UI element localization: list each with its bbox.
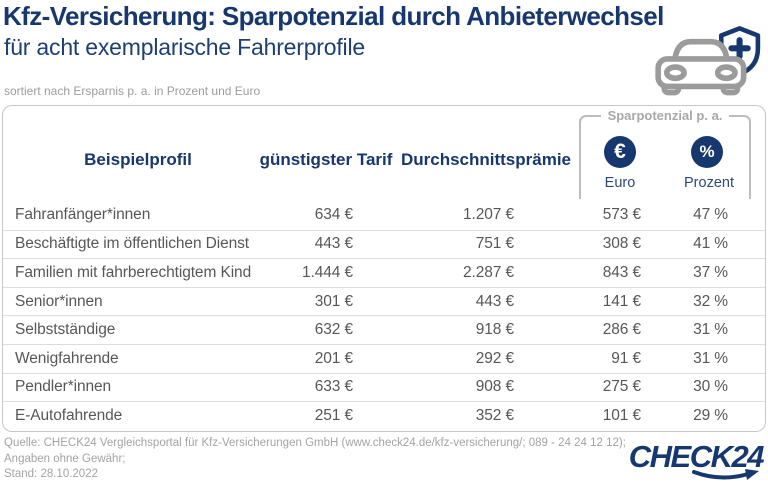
percent-saving-cell: 37 % xyxy=(693,263,728,281)
bracket-left-decoration xyxy=(579,115,601,199)
praemie-cell: 908 € xyxy=(475,378,514,396)
page-title: Kfz-Versicherung: Sparpotenzial durch An… xyxy=(3,1,664,31)
column-header-tarif: günstigster Tarif xyxy=(259,150,393,169)
column-header-prozent: Prozent xyxy=(684,175,734,191)
spar-group-label: Sparpotenzial p. a. xyxy=(607,108,723,123)
table-row: Selbstständige 632 € 918 € 286 € 31 % xyxy=(3,315,765,344)
column-header-euro: Euro xyxy=(604,175,636,191)
praemie-cell: 751 € xyxy=(475,235,514,253)
table-row: Senior*innen 301 € 443 € 141 € 32 % xyxy=(3,286,765,316)
table-row: Beschäftigte im öffentlichen Dienst 443 … xyxy=(3,229,765,259)
table-row: Fahranfänger*innen 634 € 1.207 € 573 € 4… xyxy=(3,201,765,230)
praemie-cell: 918 € xyxy=(475,321,514,339)
euro-icon: € xyxy=(604,136,636,168)
profile-cell: Senior*innen xyxy=(15,292,103,310)
column-header-profile: Beispielprofil xyxy=(84,150,192,169)
profile-cell: Beschäftigte im öffentlichen Dienst xyxy=(15,235,250,253)
profile-cell: Selbstständige xyxy=(15,321,116,339)
savings-table: Beispielprofil günstigster Tarif Durchsc… xyxy=(2,105,766,432)
percent-saving-cell: 32 % xyxy=(693,292,728,310)
profile-cell: Fahranfänger*innen xyxy=(15,206,151,224)
source-line-1: Quelle: CHECK24 Vergleichsportal für Kfz… xyxy=(4,437,626,465)
percent-saving-cell: 30 % xyxy=(693,378,728,396)
percent-icon: % xyxy=(691,136,723,168)
praemie-cell: 1.207 € xyxy=(462,206,514,224)
euro-saving-cell: 275 € xyxy=(602,378,641,396)
euro-saving-cell: 91 € xyxy=(611,349,641,367)
tarif-cell: 443 € xyxy=(314,235,353,253)
euro-saving-cell: 286 € xyxy=(602,321,641,339)
table-row: Wenigfahrende 201 € 292 € 91 € 31 % xyxy=(3,343,765,373)
tarif-cell: 301 € xyxy=(314,292,353,310)
percent-saving-cell: 41 % xyxy=(693,235,728,253)
percent-saving-cell: 29 % xyxy=(693,406,728,424)
profile-cell: Wenigfahrende xyxy=(15,349,119,367)
percent-saving-cell: 47 % xyxy=(693,206,728,224)
tarif-cell: 632 € xyxy=(314,321,353,339)
profile-cell: E-Autofahrende xyxy=(15,406,123,424)
table-row: E-Autofahrende 251 € 352 € 101 € 29 % xyxy=(3,401,765,430)
table-row: Pendler*innen 633 € 908 € 275 € 30 % xyxy=(3,372,765,402)
car-insurance-icon xyxy=(655,26,761,96)
car-icon xyxy=(655,38,747,96)
praemie-cell: 2.287 € xyxy=(462,263,514,281)
table-body: Fahranfänger*innen 634 € 1.207 € 573 € 4… xyxy=(3,201,765,430)
praemie-cell: 292 € xyxy=(475,349,514,367)
profile-cell: Pendler*innen xyxy=(15,378,112,396)
tarif-cell: 201 € xyxy=(314,349,353,367)
check24-logo-arrow-icon xyxy=(692,469,759,480)
euro-saving-cell: 101 € xyxy=(602,406,641,424)
profile-cell: Familien mit fahrberechtigtem Kind xyxy=(15,263,252,281)
percent-saving-cell: 31 % xyxy=(693,321,728,339)
percent-saving-cell: 31 % xyxy=(693,349,728,367)
check24-logo-text: CHECK24 xyxy=(628,439,765,474)
euro-saving-cell: 308 € xyxy=(602,235,641,253)
source-note: Quelle: CHECK24 Vergleichsportal für Kfz… xyxy=(4,436,644,483)
page-subtitle: für acht exemplarische Fahrerprofile xyxy=(4,34,365,60)
bracket-right-decoration xyxy=(729,115,751,199)
check24-logo: CHECK24 xyxy=(628,439,765,483)
praemie-cell: 443 € xyxy=(475,292,514,310)
column-header-praemie: Durchschnittsprämie xyxy=(400,150,572,169)
euro-saving-cell: 573 € xyxy=(602,206,641,224)
praemie-cell: 352 € xyxy=(475,406,514,424)
tarif-cell: 251 € xyxy=(314,406,353,424)
sort-note: sortiert nach Ersparnis p. a. in Prozent… xyxy=(4,84,261,98)
tarif-cell: 1.444 € xyxy=(301,263,353,281)
tarif-cell: 634 € xyxy=(314,206,353,224)
tarif-cell: 633 € xyxy=(314,378,353,396)
euro-saving-cell: 141 € xyxy=(602,292,641,310)
source-line-2: Stand: 28.10.2022 xyxy=(4,468,98,480)
euro-saving-cell: 843 € xyxy=(602,263,641,281)
table-row: Familien mit fahrberechtigtem Kind 1.444… xyxy=(3,258,765,287)
